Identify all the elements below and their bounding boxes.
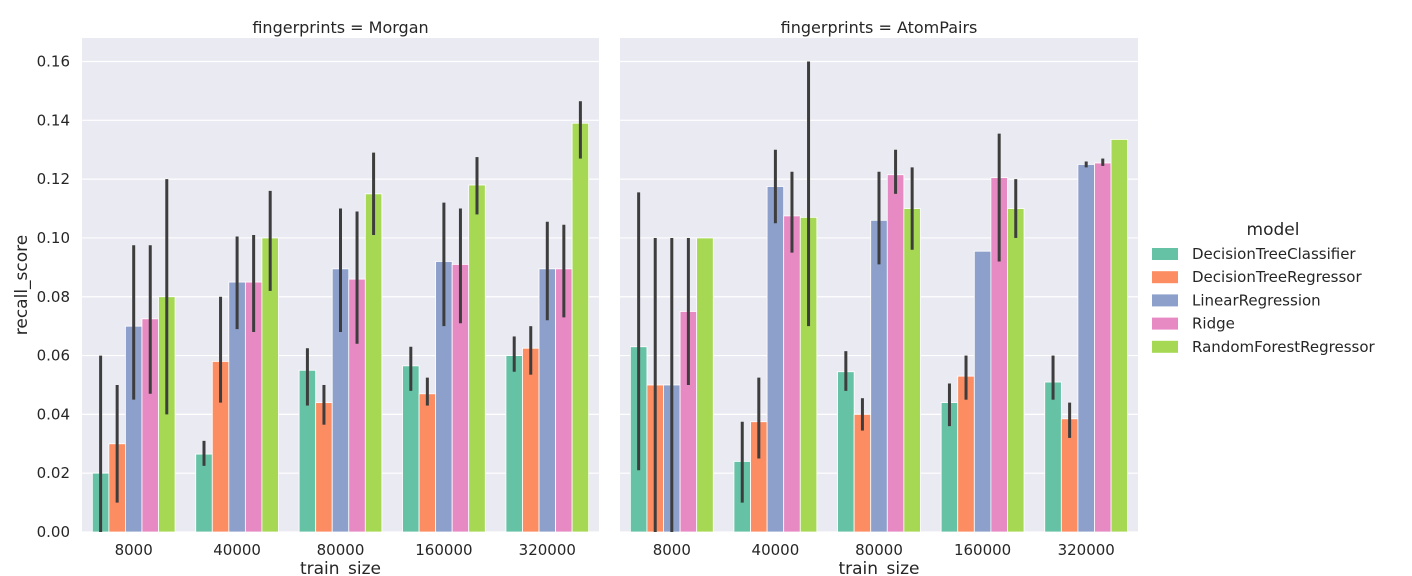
bar-randomforestregressor-160000	[1007, 208, 1025, 533]
bar-ridge-40000	[783, 215, 801, 533]
x-tick-label: 320000	[519, 541, 576, 559]
bar-decisiontreeregressor-320000	[522, 347, 540, 533]
legend-swatch	[1152, 294, 1178, 307]
y-tick-label: 0.08	[37, 288, 70, 306]
legend-swatch	[1152, 271, 1178, 284]
legend-swatch	[1152, 248, 1178, 260]
x-tick-label: 80000	[855, 541, 903, 559]
x-tick-label: 80000	[317, 541, 365, 559]
x-tick-label: 8000	[115, 541, 153, 559]
y-tick-label: 0.06	[37, 347, 70, 365]
bar-randomforestregressor-80000	[903, 208, 921, 533]
legend-swatch	[1152, 340, 1178, 353]
y-tick-label: 0.16	[37, 53, 70, 71]
x-tick-labels: 8000 40000 80000 160000 320000	[653, 541, 1115, 559]
bar-linearregression-40000	[766, 186, 785, 533]
bar-linearregression-160000	[973, 250, 992, 533]
panel-title-morgan: fingerprints = Morgan	[252, 18, 428, 37]
legend: model DecisionTreeClassifier DecisionTree…	[1152, 220, 1376, 356]
legend-entry: RandomForestRegressor	[1192, 338, 1376, 356]
bar-decisiontreeregressor-80000	[853, 413, 872, 533]
x-tick-labels: 8000 40000 80000 160000 320000	[115, 541, 576, 559]
bar-ridge-80000	[886, 174, 905, 533]
x-axis-label-morgan: train_size	[300, 559, 381, 576]
bar-randomforestregressor-80000	[364, 193, 383, 533]
x-tick-label: 320000	[1058, 541, 1115, 559]
y-tick-label: 0.10	[37, 229, 70, 247]
panel-atompairs: 8000 40000 80000 160000 320000 fingerprints …	[620, 18, 1138, 576]
x-tick-label: 8000	[653, 541, 691, 559]
legend-entry: DecisionTreeClassifier	[1192, 245, 1356, 263]
legend-entry: Ridge	[1192, 315, 1235, 333]
bar-linearregression-80000	[870, 219, 888, 533]
y-axis-label: recall_score	[12, 235, 32, 335]
error-bars	[99, 101, 582, 532]
bar-decisiontreeclassifier-320000	[505, 355, 523, 533]
y-tick-labels: 0.00 0.02 0.04 0.06 0.08 0.10 0.12 0.14 0.16	[37, 53, 70, 541]
bar-decisiontreeclassifier-320000	[1044, 381, 1062, 533]
x-tick-label: 40000	[213, 541, 261, 559]
bar-linearregression-320000	[1077, 164, 1095, 533]
legend-entry: LinearRegression	[1192, 291, 1321, 309]
y-tick-label: 0.02	[37, 464, 70, 482]
y-tick-label: 0.04	[37, 405, 70, 423]
x-axis-label-atompairs: train_size	[838, 559, 919, 576]
legend-swatch	[1152, 317, 1178, 330]
bar-randomforestregressor-8000	[696, 237, 714, 533]
legend-entry: DecisionTreeRegressor	[1192, 268, 1362, 286]
bar-decisiontreeregressor-160000	[418, 393, 437, 533]
y-tick-label: 0.00	[37, 523, 70, 541]
bar-decisiontreeclassifier-80000	[837, 371, 855, 533]
bars	[629, 139, 1129, 533]
bar-ridge-320000	[1094, 162, 1112, 533]
y-tick-label: 0.14	[37, 111, 70, 129]
panel-morgan: 8000 40000 80000 160000 320000 0.000.020.040…	[37, 18, 599, 576]
bar-randomforestregressor-320000	[571, 122, 590, 533]
y-tick-label: 0.12	[37, 170, 70, 188]
panel-title-atompairs: fingerprints = AtomPairs	[781, 18, 978, 37]
x-tick-label: 160000	[954, 541, 1011, 559]
bar-randomforestregressor-320000	[1110, 139, 1129, 533]
legend-title: model	[1247, 220, 1300, 240]
x-tick-label: 40000	[752, 541, 800, 559]
error-bars	[637, 61, 1105, 532]
bar-randomforestregressor-160000	[468, 184, 486, 533]
x-tick-label: 160000	[415, 541, 472, 559]
